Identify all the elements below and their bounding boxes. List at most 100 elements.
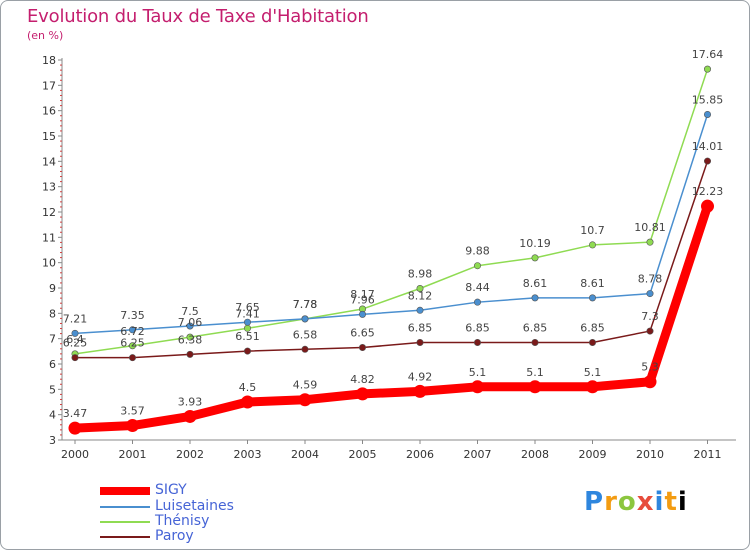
data-label: 6.85 <box>523 321 548 334</box>
data-label: 7.78 <box>293 298 318 311</box>
data-label: 7.78 <box>293 298 318 311</box>
data-point <box>473 298 481 306</box>
x-tick-label: 2008 <box>521 448 549 461</box>
x-tick-label: 2004 <box>291 448 319 461</box>
x-tick-label: 2000 <box>61 448 89 461</box>
data-label: 5.3 <box>641 361 659 374</box>
legend-label-paroy: Paroy <box>155 528 194 544</box>
data-point <box>68 421 82 435</box>
x-tick-label: 2009 <box>579 448 607 461</box>
proxiti-logo: Proxiti <box>584 487 688 517</box>
data-point <box>186 322 194 330</box>
x-tick-label: 2006 <box>406 448 434 461</box>
y-tick-label: 11 <box>42 231 56 244</box>
data-label: 3.47 <box>63 407 88 420</box>
data-point <box>129 342 137 350</box>
x-tick-label: 2001 <box>119 448 147 461</box>
legend-item-paroy: Paroy <box>100 528 320 544</box>
data-point <box>183 409 197 423</box>
legend-item-thenisy: Thénisy <box>100 513 320 529</box>
data-point <box>531 294 539 302</box>
data-point <box>413 384 427 398</box>
data-label: 10.19 <box>519 237 551 250</box>
data-label: 15.85 <box>692 93 724 106</box>
data-label: 7.65 <box>235 301 260 314</box>
data-point <box>531 338 539 346</box>
data-label: 8.61 <box>523 277 548 290</box>
x-tick-label: 2002 <box>176 448 204 461</box>
data-point <box>241 395 254 409</box>
data-label: 6.51 <box>235 330 260 343</box>
data-label: 8.78 <box>638 273 663 286</box>
data-label: 3.57 <box>120 405 145 418</box>
y-tick-label: 4 <box>49 409 56 422</box>
data-label: 12.23 <box>692 185 724 198</box>
data-label: 8.44 <box>465 281 490 294</box>
x-tick-label: 2010 <box>636 448 664 461</box>
data-point <box>301 345 309 353</box>
data-point <box>244 318 252 326</box>
chart-unit: (en %) <box>27 29 64 42</box>
y-tick-label: 3 <box>49 434 56 447</box>
data-point <box>646 290 654 298</box>
data-label: 10.81 <box>634 221 666 234</box>
data-point <box>703 110 711 118</box>
data-point <box>473 262 481 270</box>
x-tick-label: 2011 <box>694 448 722 461</box>
data-label: 4.82 <box>350 373 375 386</box>
data-point <box>531 254 539 262</box>
legend-swatch-luisetaines <box>100 506 150 508</box>
y-tick-label: 8 <box>49 307 56 320</box>
data-label: 4.5 <box>239 381 257 394</box>
y-tick-label: 5 <box>49 383 56 396</box>
legend-swatch-sigy <box>100 487 150 495</box>
data-point <box>416 338 424 346</box>
data-label: 4.59 <box>293 379 318 392</box>
legend-swatch-thenisy <box>100 521 150 523</box>
series-line-luisetaines <box>74 113 709 335</box>
legend-item-luisetaines: Luisetaines <box>100 498 320 514</box>
y-tick-label: 17 <box>42 79 56 92</box>
data-label: 6.65 <box>350 327 375 340</box>
series-line-paroy <box>74 160 709 359</box>
series-line-thénisy <box>74 68 709 355</box>
data-label: 6.85 <box>465 321 490 334</box>
data-label: 7.35 <box>120 309 145 322</box>
data-label: 8.12 <box>408 289 433 302</box>
data-point <box>416 285 424 293</box>
data-point <box>186 333 194 341</box>
data-label: 7.06 <box>178 316 203 329</box>
data-label: 17.64 <box>692 48 724 61</box>
y-tick-label: 18 <box>42 54 56 67</box>
data-point <box>358 310 366 318</box>
data-label: 5.1 <box>584 366 602 379</box>
data-point <box>129 354 137 362</box>
data-label: 8.17 <box>350 288 375 301</box>
x-tick-label: 2005 <box>349 448 377 461</box>
legend-label-luisetaines: Luisetaines <box>155 498 234 514</box>
data-label: 6.72 <box>120 325 145 338</box>
y-tick-label: 6 <box>49 358 56 371</box>
data-label: 8.98 <box>408 268 433 281</box>
legend-label-thenisy: Thénisy <box>155 513 210 529</box>
data-point <box>646 238 654 246</box>
chart-title: Evolution du Taux de Taxe d'Habitation <box>27 6 369 27</box>
data-point <box>703 65 711 73</box>
x-tick-label: 2003 <box>234 448 262 461</box>
data-point <box>588 241 596 249</box>
data-label: 6.25 <box>63 337 88 350</box>
legend-swatch-paroy <box>100 536 150 538</box>
data-point <box>71 354 79 362</box>
y-tick-label: 14 <box>42 155 56 168</box>
y-tick-label: 10 <box>42 257 56 270</box>
data-point <box>129 326 137 334</box>
data-point <box>528 380 542 394</box>
data-label: 6.4 <box>66 333 84 346</box>
data-label: 5.1 <box>469 366 487 379</box>
data-point <box>588 294 596 302</box>
data-point <box>473 338 481 346</box>
data-point <box>416 306 424 314</box>
data-label: 7.5 <box>181 305 199 318</box>
data-label: 6.85 <box>408 321 433 334</box>
